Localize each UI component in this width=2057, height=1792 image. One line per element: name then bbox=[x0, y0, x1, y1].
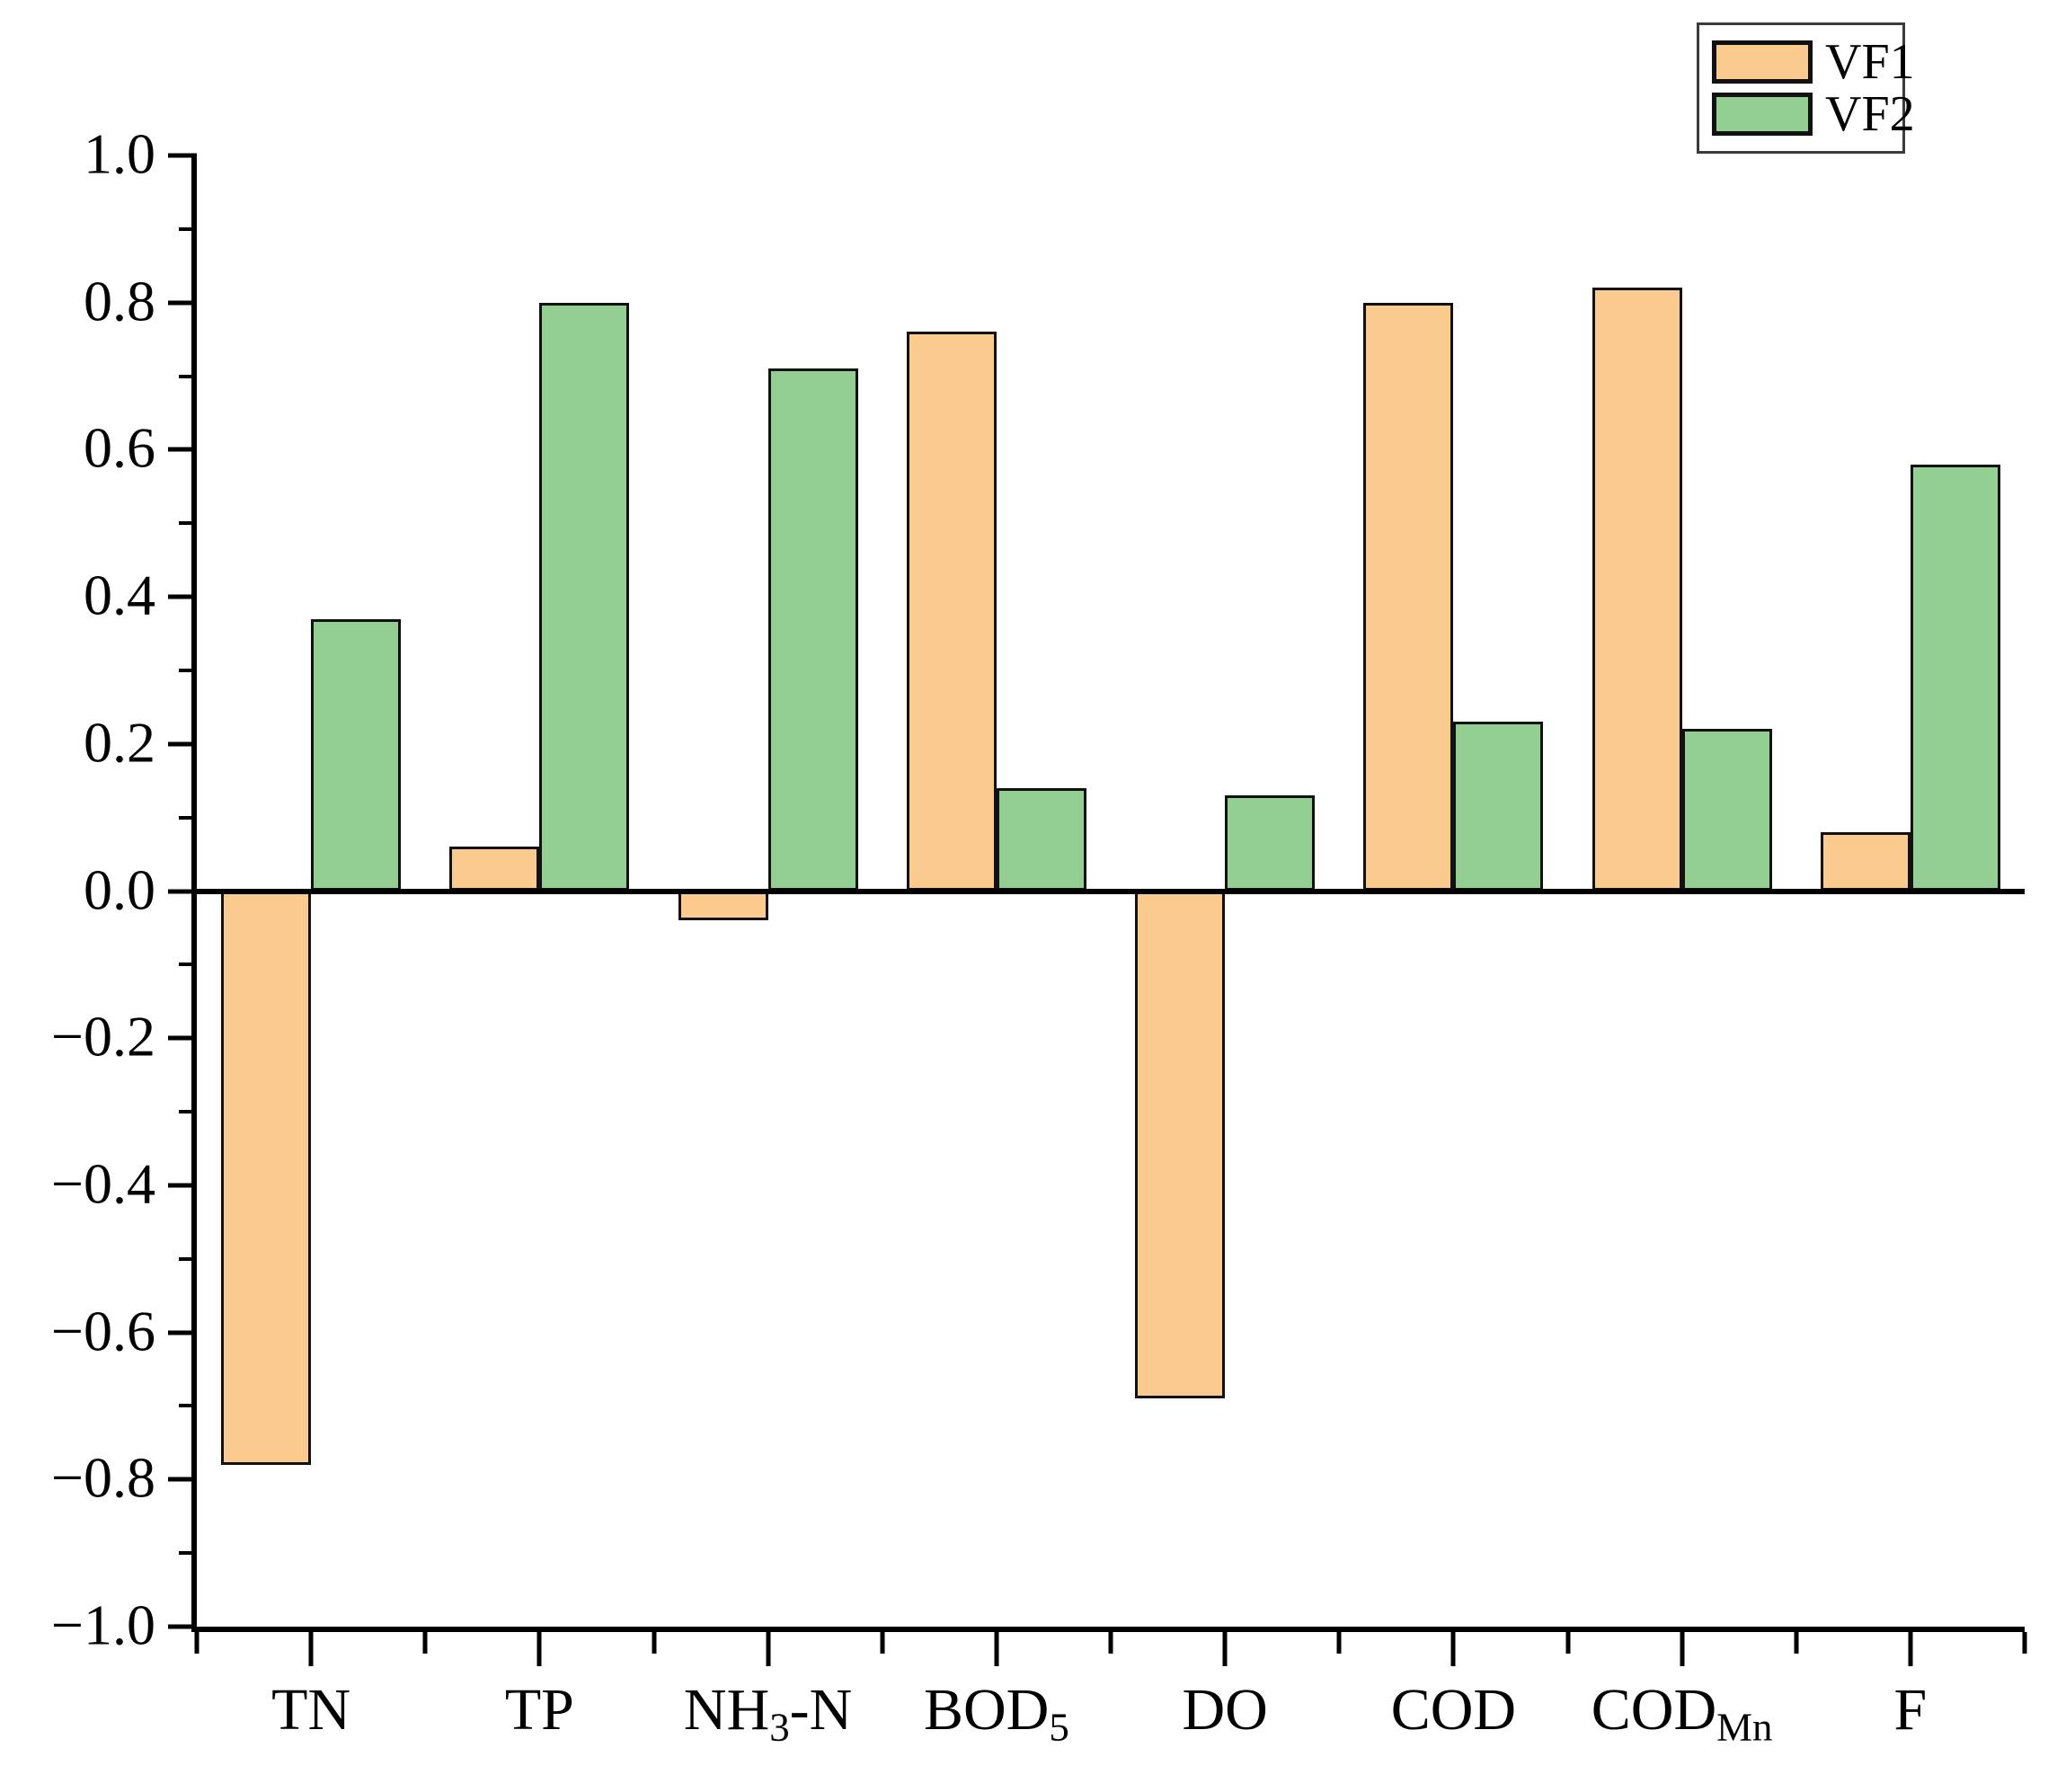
x-axis-minor-tick bbox=[1336, 1632, 1342, 1654]
y-axis-tick-label: −1.0 bbox=[50, 1592, 155, 1657]
category-label-subscript: Mn bbox=[1716, 1704, 1773, 1750]
bar-vf1-cat5 bbox=[1363, 302, 1454, 892]
x-axis-minor-tick bbox=[1794, 1632, 1799, 1654]
plot-area: 1.0 0.8 0.6 0.4 0.2 0.0 −0.2 −0.4 −0.6 −0.8 −1.0 TN… bbox=[51, 125, 2027, 1747]
y-axis-major-tick bbox=[168, 741, 197, 747]
legend-swatch-vf1 bbox=[1712, 40, 1813, 84]
bar-vf1-cat1 bbox=[449, 847, 540, 892]
x-axis-major-tick bbox=[766, 1632, 771, 1666]
x-axis-major-tick bbox=[1222, 1632, 1228, 1666]
x-axis-minor-tick bbox=[1108, 1632, 1113, 1654]
zero-baseline bbox=[197, 888, 2025, 894]
bar-vf1-cat7 bbox=[1820, 832, 1911, 892]
category-label-text: TN bbox=[271, 1677, 351, 1743]
bar-vf2-cat2 bbox=[767, 368, 858, 892]
y-axis-tick-label: 1.0 bbox=[84, 121, 155, 186]
y-axis-tick-label: 0.0 bbox=[84, 857, 155, 922]
x-axis-minor-tick bbox=[880, 1632, 885, 1654]
y-axis-tick-label: 0.4 bbox=[84, 563, 155, 627]
category-label-text: DO bbox=[1182, 1677, 1268, 1743]
y-axis-minor-tick bbox=[179, 374, 197, 378]
y-axis-major-tick bbox=[168, 1183, 197, 1188]
bar-vf1-cat3 bbox=[906, 332, 997, 892]
y-axis-major-tick bbox=[168, 447, 197, 452]
bar-vf2-cat5 bbox=[1453, 722, 1544, 892]
category-label-text: NH bbox=[683, 1677, 770, 1743]
bar-vf2-cat0 bbox=[311, 618, 402, 892]
y-axis-minor-tick bbox=[179, 668, 197, 672]
y-axis-minor-tick bbox=[179, 815, 197, 820]
y-axis-minor-tick bbox=[179, 1110, 197, 1114]
x-axis-category-label: BOD5 bbox=[924, 1681, 1069, 1750]
x-axis-category-label: F bbox=[1894, 1681, 1928, 1740]
x-axis-major-tick bbox=[1680, 1632, 1685, 1666]
y-axis-major-tick bbox=[168, 889, 197, 893]
bar-vf2-cat3 bbox=[996, 787, 1086, 892]
category-label-text: -N bbox=[789, 1677, 853, 1743]
x-axis-minor-tick bbox=[1565, 1632, 1570, 1654]
y-axis-tick-label: −0.8 bbox=[50, 1446, 155, 1511]
y-axis-minor-tick bbox=[179, 963, 197, 967]
legend: VF1 VF2 bbox=[1697, 22, 1915, 154]
legend-swatch-vf2 bbox=[1712, 93, 1813, 136]
y-axis-major-tick bbox=[168, 1035, 197, 1041]
x-axis-category-label: TN bbox=[271, 1681, 350, 1740]
x-axis-minor-tick bbox=[652, 1632, 656, 1654]
x-axis-minor-tick bbox=[2022, 1632, 2027, 1654]
bar-vf2-cat7 bbox=[1910, 464, 2000, 892]
x-axis-category-label: TP bbox=[505, 1681, 574, 1740]
y-axis-major-tick bbox=[168, 1477, 197, 1482]
y-axis-major-tick bbox=[168, 300, 197, 306]
x-axis-minor-tick bbox=[422, 1632, 428, 1654]
bar-vf2-cat6 bbox=[1681, 729, 1772, 892]
y-axis-tick-label: −0.6 bbox=[50, 1299, 155, 1363]
x-axis-major-tick bbox=[1450, 1632, 1456, 1666]
x-axis-category-label: NH3-N bbox=[684, 1681, 852, 1750]
category-label-subscript: 3 bbox=[769, 1704, 790, 1750]
y-axis-tick-label: −0.4 bbox=[50, 1151, 155, 1216]
y-axis-minor-tick bbox=[179, 1551, 197, 1556]
x-axis-category-label: DO bbox=[1182, 1681, 1267, 1740]
bar-vf1-cat2 bbox=[678, 891, 768, 921]
category-label-text: F bbox=[1893, 1677, 1928, 1743]
y-axis-tick-label: 0.2 bbox=[84, 710, 155, 775]
x-axis-major-tick bbox=[536, 1632, 542, 1666]
bar-vf1-cat4 bbox=[1135, 891, 1226, 1399]
y-axis-minor-tick bbox=[179, 1404, 197, 1408]
x-axis-major-tick bbox=[1908, 1632, 1913, 1666]
category-label-text: TP bbox=[504, 1677, 574, 1743]
legend-label-vf2: VF2 bbox=[1825, 86, 1915, 142]
bar-vf1-cat6 bbox=[1592, 288, 1682, 892]
y-axis-major-tick bbox=[168, 153, 197, 158]
y-axis-minor-tick bbox=[179, 521, 197, 526]
legend-entry-vf1: VF1 bbox=[1712, 36, 1915, 88]
y-axis-major-tick bbox=[168, 1624, 197, 1629]
bar-vf2-cat4 bbox=[1225, 795, 1316, 892]
bar-vf1-cat0 bbox=[221, 891, 312, 1465]
y-axis-tick-label: −0.2 bbox=[50, 1004, 155, 1069]
bar-vf2-cat1 bbox=[539, 302, 630, 892]
category-label-text: COD bbox=[1591, 1677, 1717, 1743]
y-axis-major-tick bbox=[168, 594, 197, 599]
y-axis-tick-label: 0.6 bbox=[84, 416, 155, 481]
category-label-text: BOD bbox=[923, 1677, 1050, 1743]
x-axis-category-label: CODMn bbox=[1592, 1681, 1773, 1750]
category-label-subscript: 5 bbox=[1049, 1704, 1069, 1750]
y-axis-tick-label: 0.8 bbox=[84, 269, 155, 333]
x-axis-major-tick bbox=[994, 1632, 999, 1666]
legend-entry-vf2: VF2 bbox=[1712, 88, 1915, 140]
y-axis-minor-tick bbox=[179, 226, 197, 231]
x-axis-category-label: COD bbox=[1391, 1681, 1516, 1740]
category-label-text: COD bbox=[1390, 1677, 1517, 1743]
y-axis-minor-tick bbox=[179, 1256, 197, 1261]
x-axis-minor-tick bbox=[194, 1632, 199, 1654]
x-axis-major-tick bbox=[308, 1632, 314, 1666]
legend-label-vf1: VF1 bbox=[1825, 34, 1915, 90]
y-axis-major-tick bbox=[168, 1330, 197, 1335]
